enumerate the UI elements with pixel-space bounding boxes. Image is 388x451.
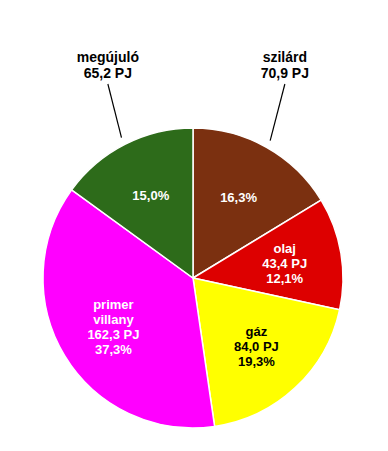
svg-text:szilárd70,9 PJ: szilárd70,9 PJ bbox=[261, 49, 309, 81]
svg-text:primervillany162,3 PJ37,3%: primervillany162,3 PJ37,3% bbox=[87, 296, 139, 356]
svg-text:15,0%: 15,0% bbox=[132, 188, 169, 203]
svg-text:16,3%: 16,3% bbox=[220, 189, 257, 204]
svg-text:gáz84,0 PJ19,3%: gáz84,0 PJ19,3% bbox=[234, 323, 279, 368]
svg-text:olaj43,4 PJ12,1%: olaj43,4 PJ12,1% bbox=[262, 240, 307, 285]
svg-text:megújuló65,2 PJ: megújuló65,2 PJ bbox=[77, 49, 139, 81]
